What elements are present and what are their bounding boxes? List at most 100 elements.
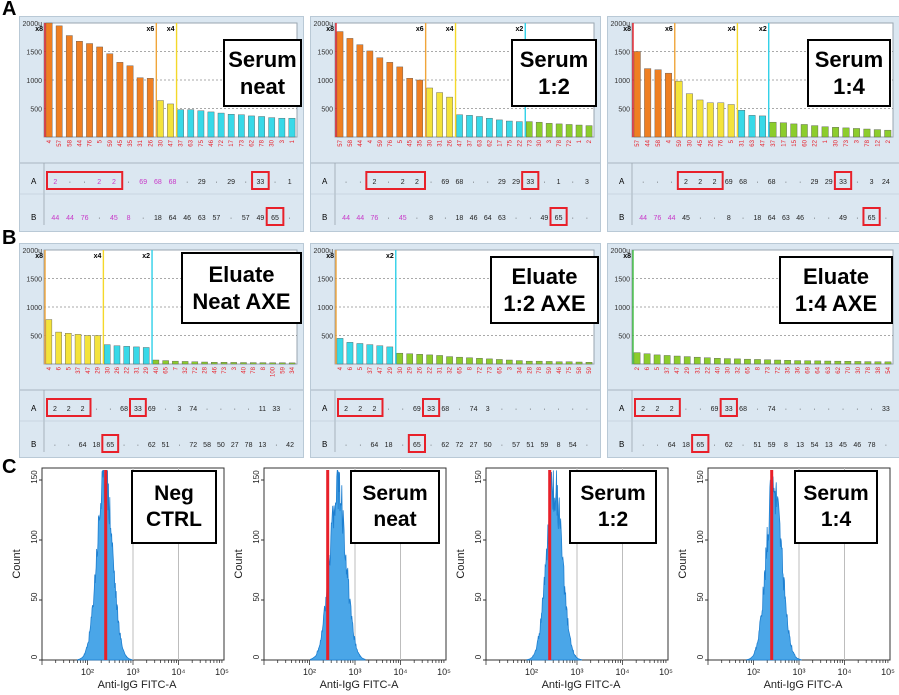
grid-cell: 44 bbox=[342, 215, 350, 222]
panel-label-line-2: 1:4 bbox=[833, 74, 865, 99]
x-tick-label: 5 bbox=[358, 366, 364, 370]
y-tick-label: 0 bbox=[252, 654, 261, 659]
panel-label-line-2: 1:2 AXE bbox=[503, 291, 586, 316]
row-label: B bbox=[619, 440, 624, 449]
grid-cell: 68 bbox=[456, 179, 464, 186]
bar bbox=[278, 117, 286, 138]
bar bbox=[821, 126, 829, 138]
x-tick-label: 4 bbox=[338, 366, 344, 370]
x-tick-label: 72 bbox=[193, 366, 199, 373]
bar bbox=[396, 352, 404, 365]
grid-cell: · bbox=[799, 179, 801, 186]
bar bbox=[217, 112, 225, 138]
x-tick-label: 32 bbox=[183, 366, 189, 373]
grid-cell: 69 bbox=[441, 179, 449, 186]
panel-label-line-1: Eluate bbox=[208, 262, 275, 287]
y-tick-label: 0 bbox=[696, 654, 705, 659]
bar bbox=[113, 345, 121, 365]
grid-cell: 8 bbox=[727, 215, 731, 222]
grid-cell: 2 bbox=[713, 179, 717, 186]
grid-cell: 29 bbox=[825, 179, 833, 186]
x-tick-label: 30 bbox=[537, 139, 543, 146]
x-tick-label: 8 bbox=[755, 366, 761, 370]
x-tick-label: 75 bbox=[567, 366, 573, 373]
y-tick-label: 1000 bbox=[317, 305, 333, 312]
bar bbox=[406, 353, 413, 365]
y-tick-label: 150 bbox=[252, 470, 261, 484]
x-tick-label: 59 bbox=[378, 139, 384, 146]
grid-cell: · bbox=[756, 406, 758, 413]
x-tick-label: 36 bbox=[796, 366, 802, 373]
grid-cell: 46 bbox=[470, 215, 478, 222]
grid-cell: 59 bbox=[768, 442, 776, 449]
row-label: B bbox=[322, 440, 327, 449]
bar bbox=[545, 361, 553, 365]
y-tick-label: 2000u bbox=[611, 248, 631, 255]
x-tick-label: 10⁴ bbox=[394, 667, 408, 677]
highlight-box bbox=[691, 434, 710, 453]
grid-cell: 3 bbox=[177, 406, 181, 413]
grid-cell: 69 bbox=[413, 406, 421, 413]
x-tick-label: 5 bbox=[98, 139, 104, 143]
x-axis-label: Anti-IgG FITC-A bbox=[320, 679, 400, 691]
x-axis-label: Anti-IgG FITC-A bbox=[98, 679, 178, 691]
grid-cell: 27 bbox=[470, 442, 478, 449]
grid-cell: · bbox=[444, 215, 446, 222]
grid-cell: 2 bbox=[415, 179, 419, 186]
x-tick-label: 38 bbox=[876, 366, 882, 373]
grid-cell: · bbox=[671, 179, 673, 186]
histogram-fill bbox=[526, 470, 582, 661]
x-tick-label: 62 bbox=[487, 139, 493, 146]
x-tick-label: 10⁵ bbox=[215, 667, 229, 677]
grid-cell: · bbox=[699, 215, 701, 222]
grid-cell: 33 bbox=[839, 179, 847, 186]
highlight-box bbox=[129, 398, 147, 417]
x-tick-label: 72 bbox=[567, 139, 573, 146]
grid-cell: · bbox=[164, 406, 166, 413]
grid-cell: 44 bbox=[51, 215, 59, 222]
grid-cell: 78 bbox=[245, 442, 253, 449]
panel-label-line-1: Eluate bbox=[802, 264, 870, 289]
grid-cell: 45 bbox=[110, 215, 118, 222]
bar bbox=[227, 113, 235, 138]
grid-cell: 65 bbox=[555, 215, 563, 222]
panel-label: Serum 1:4 bbox=[794, 470, 878, 544]
grid-cell: 57 bbox=[242, 215, 250, 222]
bar bbox=[136, 77, 144, 138]
x-tick-label: 40 bbox=[154, 366, 160, 373]
bar bbox=[575, 124, 583, 138]
grid-cell: 46 bbox=[796, 215, 804, 222]
bar bbox=[94, 335, 101, 365]
x-tick-label: 26 bbox=[708, 139, 714, 146]
x-tick-label: 6 bbox=[57, 366, 63, 370]
grid-cell: · bbox=[501, 406, 503, 413]
x-tick-label: 29 bbox=[96, 366, 102, 373]
grid-cell: 29 bbox=[198, 179, 206, 186]
bar bbox=[76, 41, 83, 138]
x-tick-label: 32 bbox=[735, 366, 741, 373]
x-tick-label: 5 bbox=[655, 366, 661, 370]
grid-cell: 8 bbox=[429, 215, 433, 222]
bar bbox=[727, 104, 735, 138]
x-tick-label: 6 bbox=[348, 366, 354, 370]
y-tick-label: 0 bbox=[474, 654, 483, 659]
grid-cell: · bbox=[142, 215, 144, 222]
x-tick-label: 10⁴ bbox=[838, 667, 852, 677]
bar bbox=[74, 334, 82, 365]
bar bbox=[84, 335, 92, 365]
grid-cell: · bbox=[402, 442, 404, 449]
bar bbox=[854, 361, 862, 365]
grid-cell: 63 bbox=[198, 215, 206, 222]
row-label: B bbox=[322, 213, 327, 222]
grid-cell: 18 bbox=[154, 215, 162, 222]
grid-cell: 64 bbox=[768, 215, 776, 222]
bar bbox=[683, 356, 691, 365]
threshold-label: x4 bbox=[728, 26, 736, 33]
x-tick-label: 73 bbox=[487, 366, 493, 373]
grid-cell: · bbox=[572, 215, 574, 222]
threshold-label: x2 bbox=[142, 253, 150, 260]
grid-cell: · bbox=[274, 179, 276, 186]
x-tick-label: 59 bbox=[587, 366, 593, 373]
panel-label-line-1: Serum bbox=[580, 482, 646, 505]
grid-cell: 74 bbox=[768, 406, 776, 413]
